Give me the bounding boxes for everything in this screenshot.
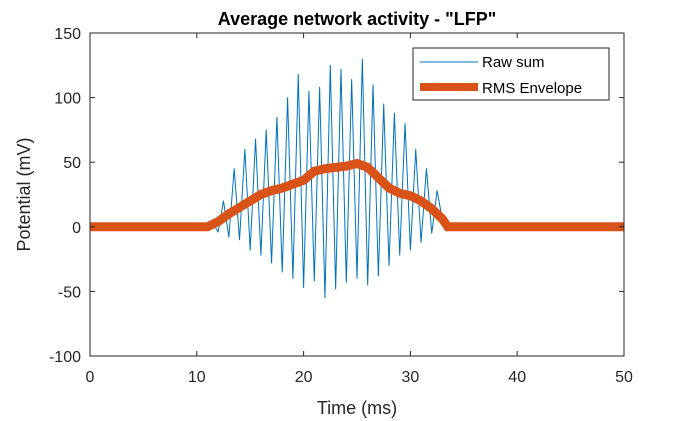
x-tick-label: 10 xyxy=(188,369,206,386)
legend-box xyxy=(412,47,610,101)
y-tick-label: 50 xyxy=(63,155,81,172)
legend: Raw sum RMS Envelope xyxy=(412,47,610,101)
y-axis-label: Potential (mV) xyxy=(14,137,34,251)
y-tick-label: 0 xyxy=(72,220,81,237)
x-tick-label: 20 xyxy=(295,369,313,386)
chart-title: Average network activity - "LFP" xyxy=(218,9,496,29)
y-tick-label: -50 xyxy=(58,284,81,301)
series-layer xyxy=(90,58,624,299)
legend-label-rms-envelope: RMS Envelope xyxy=(482,80,582,97)
ticks-layer: 0 10 20 30 40 50 -100 -50 0 50 100 150 xyxy=(49,26,633,386)
y-tick-label: 150 xyxy=(54,26,81,43)
raw-sum-line xyxy=(90,58,624,299)
x-tick-label: 40 xyxy=(508,369,526,386)
x-axis-label: Time (ms) xyxy=(317,398,397,418)
x-tick-label: 30 xyxy=(402,369,420,386)
y-tick-label: 100 xyxy=(54,91,81,108)
legend-label-raw-sum: Raw sum xyxy=(482,54,545,71)
rms-envelope-line xyxy=(90,158,624,232)
x-tick-label: 0 xyxy=(86,369,95,386)
y-tick-label: -100 xyxy=(49,349,81,366)
plot-frame xyxy=(89,32,625,357)
x-tick-label: 50 xyxy=(615,369,633,386)
